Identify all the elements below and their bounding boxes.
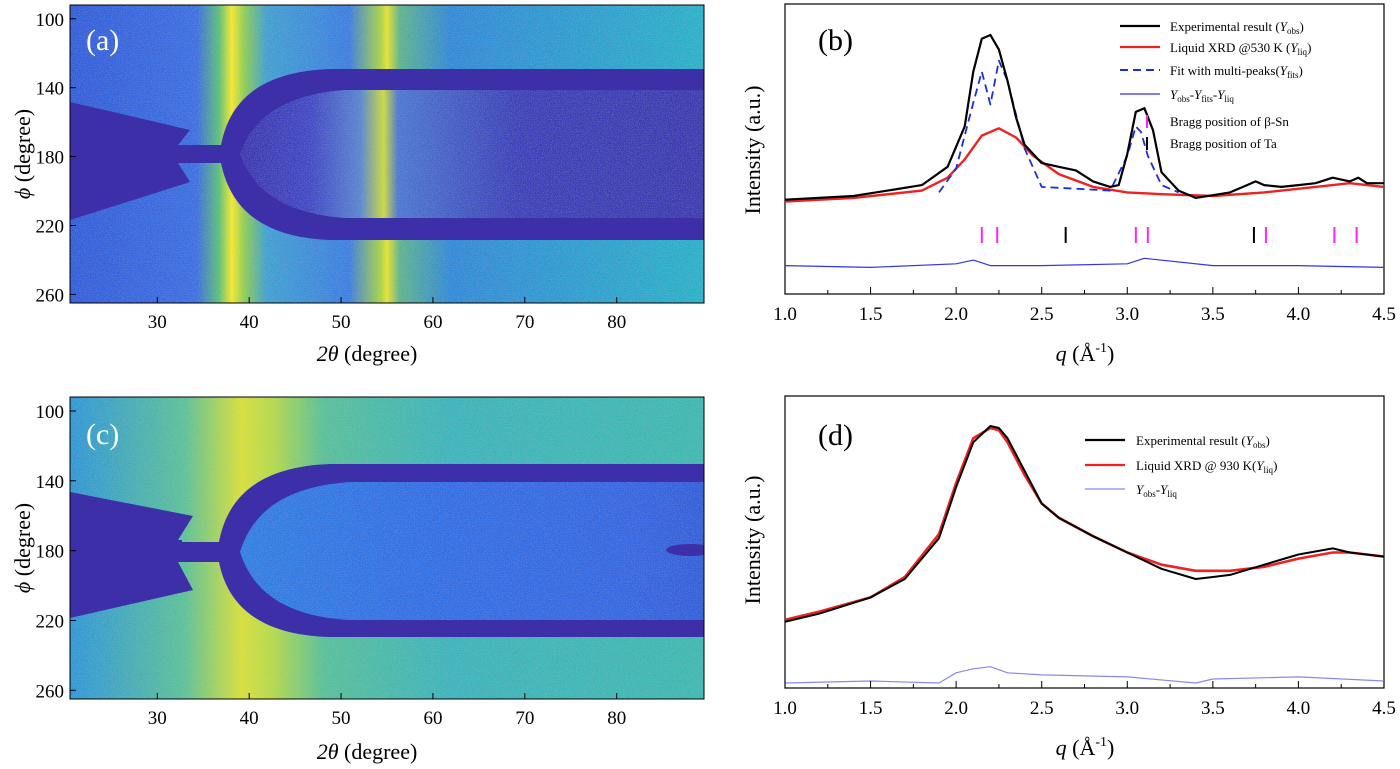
x-tick-label: 3.5 — [1201, 698, 1225, 719]
x-tick-label: 60 — [423, 708, 442, 729]
detector-image-c — [70, 397, 704, 699]
legend-b: Experimental result (Yobs) Liquid XRD @5… — [1120, 19, 1311, 151]
series-fit — [938, 59, 1179, 194]
series-residual — [785, 257, 1384, 268]
detector-image-a — [70, 5, 704, 303]
x-tick-label: 2.0 — [944, 304, 968, 325]
y-tick-label: 100 — [36, 10, 65, 31]
panel-label-b: (b) — [818, 24, 853, 57]
x-tick-label: 70 — [515, 708, 534, 729]
y-tick-label: 260 — [36, 285, 65, 306]
plot-area-b — [785, 33, 1384, 268]
y-tick-label: 180 — [36, 542, 65, 563]
inner-region — [240, 90, 704, 218]
y-tick-label: 260 — [36, 681, 65, 702]
x-tick-label: 1.0 — [773, 698, 797, 719]
axes-a: 30 40 50 60 70 80 100 140 180 220 260 — [36, 10, 627, 333]
x-tick-label: 3.5 — [1201, 304, 1225, 325]
x-tick-label: 1.0 — [773, 304, 797, 325]
panel-d: 1.0 1.5 2.0 2.5 3.0 3.5 4.0 4.5 (d) Intensity (… — [740, 395, 1396, 760]
series-liquid — [785, 426, 1384, 622]
x-tick-label: 4.0 — [1287, 304, 1311, 325]
legend-b-fit: Fit with multi-peaks(Yfits) — [1170, 63, 1303, 80]
x-tick-label: 30 — [148, 312, 167, 333]
ylabel-d: Intensity (a.u.) — [740, 476, 765, 605]
x-tick-label: 2.5 — [1030, 698, 1054, 719]
dark-spot — [666, 544, 704, 556]
xlabel-d: q (Å-1) — [1056, 735, 1115, 760]
plot-frame-d — [784, 395, 1385, 689]
beamstop — [70, 492, 193, 618]
x-tick-label: 1.5 — [859, 698, 883, 719]
x-tick-label: 50 — [332, 312, 351, 333]
x-tick-label: 2.0 — [944, 698, 968, 719]
legend-d-exp: Experimental result (Yobs) — [1136, 433, 1270, 450]
ylabel-b: Intensity (a.u.) — [740, 86, 765, 215]
ylabel-c: ϕ (degree) — [10, 503, 35, 593]
axes-d: 1.0 1.5 2.0 2.5 3.0 3.5 4.0 4.5 — [773, 681, 1396, 719]
x-tick-label: 30 — [148, 708, 167, 729]
legend-b-sn: Bragg position of β-Sn — [1170, 114, 1289, 129]
x-tick-label: 2.5 — [1030, 304, 1054, 325]
x-tick-label: 4.5 — [1372, 698, 1396, 719]
xlabel-a: 2θ (degree) — [317, 341, 418, 366]
x-tick-label: 40 — [240, 312, 259, 333]
y-tick-label: 180 — [36, 148, 65, 169]
panel-label-d: (d) — [818, 419, 853, 452]
panel-label-c: (c) — [86, 418, 119, 451]
plot-area-d — [785, 425, 1384, 684]
axes-c: 30 40 50 60 70 80 100 140 180 220 260 — [36, 402, 627, 729]
x-tick-label: 1.5 — [859, 304, 883, 325]
series-residual — [785, 666, 1384, 684]
beamstop — [70, 102, 190, 220]
x-tick-label: 4.5 — [1372, 304, 1396, 325]
legend-d: Experimental result (Yobs) Liquid XRD @ … — [1085, 433, 1277, 499]
legend-d-res: Yobs-Yliq — [1136, 482, 1177, 499]
y-tick-label: 220 — [36, 216, 65, 237]
axes-b: 1.0 1.5 2.0 2.5 3.0 3.5 4.0 4.5 — [773, 287, 1396, 325]
x-tick-label: 3.0 — [1115, 304, 1139, 325]
series-liquid — [785, 127, 1384, 203]
xlabel-c: 2θ (degree) — [317, 739, 418, 764]
x-tick-label: 80 — [607, 312, 626, 333]
legend-d-liq: Liquid XRD @ 930 K(Yliq) — [1136, 458, 1277, 475]
panel-a: (a) 30 40 50 60 70 80 100 140 180 220 260 2θ (degr… — [10, 4, 705, 366]
y-tick-label: 220 — [36, 611, 65, 632]
x-tick-label: 70 — [515, 312, 534, 333]
x-tick-label: 3.0 — [1115, 698, 1139, 719]
panel-c: (c) 30 40 50 60 70 80 100 140 180 220 260 2θ (degr… — [10, 396, 705, 764]
inner-region — [240, 482, 704, 620]
series-experimental — [785, 33, 1384, 201]
series-experimental — [785, 425, 1384, 623]
x-tick-label: 60 — [423, 312, 442, 333]
y-tick-label: 140 — [36, 79, 65, 100]
x-tick-label: 40 — [240, 708, 259, 729]
panel-label-a: (a) — [86, 24, 119, 57]
legend-b-liq: Liquid XRD @530 K (Yliq) — [1170, 40, 1311, 57]
legend-b-ta: Bragg position of Ta — [1170, 136, 1277, 151]
xlabel-b: q (Å-1) — [1056, 341, 1115, 366]
y-tick-label: 140 — [36, 472, 65, 493]
y-tick-label: 100 — [36, 402, 65, 423]
panel-b: 1.0 1.5 2.0 2.5 3.0 3.5 4.0 4.5 (b) Intensity (… — [740, 3, 1396, 366]
legend-b-res: Yobs-Yfits-Yliq — [1170, 87, 1234, 104]
ylabel-a: ϕ (degree) — [10, 109, 35, 199]
x-tick-label: 50 — [332, 708, 351, 729]
x-tick-label: 4.0 — [1287, 698, 1311, 719]
x-tick-label: 80 — [607, 708, 626, 729]
legend-b-exp: Experimental result (Yobs) — [1170, 19, 1304, 36]
